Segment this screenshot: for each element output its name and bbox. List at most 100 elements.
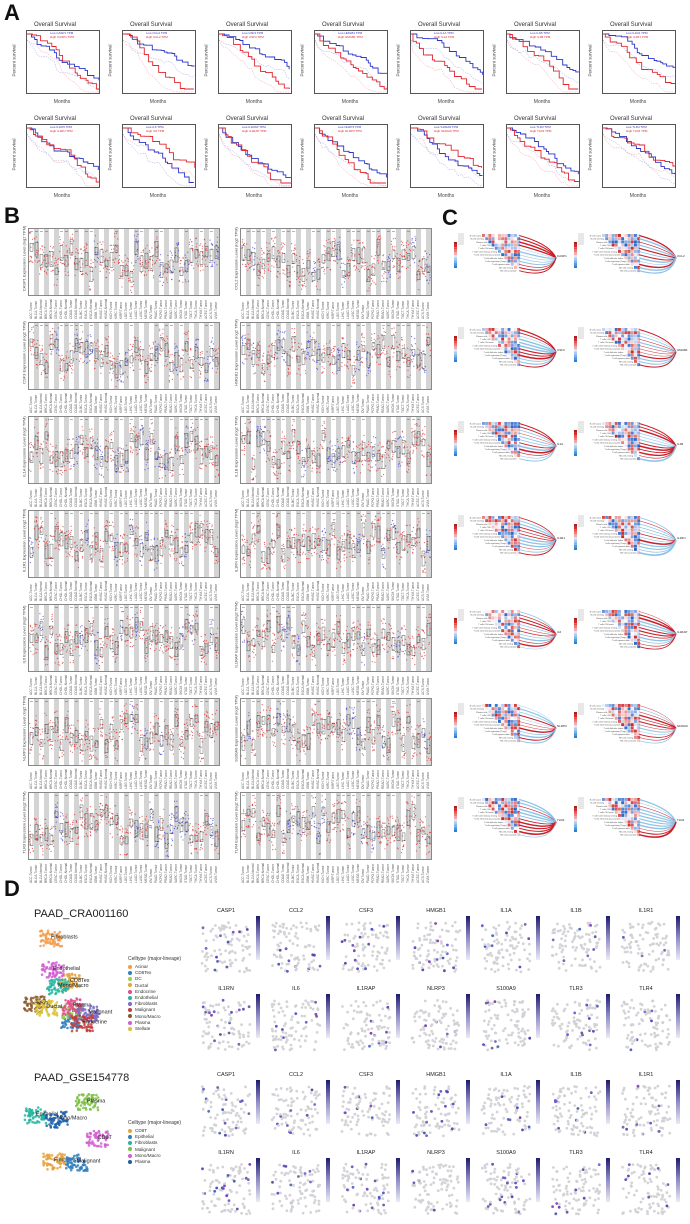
svg-text:***: *** xyxy=(50,419,53,422)
x-tick-label: CHOL.Normal xyxy=(64,862,68,883)
expression-x-ticks: ACC.Tumor BLCA.Tumor BLCA.Normal BRCA.Tumor… xyxy=(28,860,218,884)
survival-curves xyxy=(411,127,483,187)
x-tick-label: LUAD.Tumor xyxy=(134,864,138,883)
x-tick-label: ESCA.Normal xyxy=(89,863,93,883)
x-tick-label: HNSC.Normal xyxy=(316,298,320,319)
survival-legend: Low IL1B TPM High IL1B TPM xyxy=(530,31,576,39)
x-tick-label: HNSC.Tumor xyxy=(99,769,103,789)
confidence-band xyxy=(27,39,99,92)
x-tick-label: KIRC.Tumor xyxy=(114,865,118,883)
x-tick-label: GBM.Tumor xyxy=(94,771,98,789)
survival-curves xyxy=(315,33,387,93)
legend-label: Plasma xyxy=(135,1159,151,1164)
x-tick-label: CESC.Tumor xyxy=(54,864,58,883)
feature-plot-title: HMGB1 xyxy=(426,1072,446,1078)
x-tick-label: ESCA.Normal xyxy=(301,581,305,601)
svg-text:***: *** xyxy=(362,325,365,328)
x-tick-label: KIRC.Tumor xyxy=(114,395,118,413)
expression-plot-area: *** *** *** *** *** *** *** *** *** *** *** *** *** *… xyxy=(28,228,220,296)
x-tick-label: THCA.Tumor xyxy=(194,394,198,413)
x-tick-label: ACC.Tumor xyxy=(29,396,33,413)
survival-legend: Low NLRP3 TPM High NLRP3 TPM xyxy=(338,125,384,133)
x-tick-label: SARC.Tumor xyxy=(386,582,390,601)
feature-colorbar xyxy=(396,916,400,960)
feature-plot-title: TLR3 xyxy=(569,1150,583,1156)
legend-label: DC xyxy=(135,976,142,982)
x-tick-label: BRCA.Tumor xyxy=(256,582,260,601)
feature-plot: HMGB1 xyxy=(406,908,476,982)
x-tick-label: LGG.Tumor xyxy=(336,866,340,883)
x-tick-label: BRCA.Normal xyxy=(49,862,53,883)
confidence-band xyxy=(219,133,291,187)
x-tick-label: PAAD.Tumor xyxy=(366,300,370,319)
svg-text:***: *** xyxy=(332,419,335,422)
x-tick-label: THCA.Tumor xyxy=(194,770,198,789)
boxplot-marks: *** *** *** *** *** *** *** *** *** *** *** *** *** *… xyxy=(29,605,219,671)
legend-item: DC xyxy=(128,976,142,981)
feature-plot: TLR3 xyxy=(546,986,616,1060)
legend-high: High HMGB1 TPM xyxy=(338,34,363,39)
x-tick-label: UCS.Tumor xyxy=(209,584,213,601)
legend-low: Low TLR4 TPM xyxy=(626,125,647,129)
svg-text:***: *** xyxy=(105,325,108,328)
svg-text:***: *** xyxy=(357,231,360,234)
x-tick-label: ACC.Tumor xyxy=(29,490,33,507)
feature-umap xyxy=(271,921,322,973)
x-tick-label: THYM.Tumor xyxy=(411,581,415,601)
x-tick-label: DLBC.Tumor xyxy=(291,488,295,507)
x-tick-label: OV.Tumor xyxy=(149,774,153,789)
feature-colorbar xyxy=(326,994,330,1038)
svg-text:***: *** xyxy=(387,231,390,234)
x-tick-label: COAD.Tumor xyxy=(281,863,285,883)
x-tick-label: CHOL.Tumor xyxy=(271,394,275,413)
x-tick-label: PCPG.Tumor xyxy=(371,675,375,695)
feature-plot-title: TLR4 xyxy=(639,986,653,992)
x-tick-label: LUSC.Tumor xyxy=(139,676,143,695)
x-tick-label: DLBC.Tumor xyxy=(291,770,295,789)
x-tick-label: OV.Tumor xyxy=(149,398,153,413)
feature-plot-title: IL1A xyxy=(500,908,512,914)
panel-label-b: B xyxy=(4,203,20,228)
x-tick-label: THCA.Tumor xyxy=(194,864,198,883)
low-expression-curve xyxy=(315,33,387,74)
x-tick-label: TGCT.Tumor xyxy=(401,676,405,695)
x-tick-label: UCEC.Tumor xyxy=(416,393,420,413)
legend-title: Celltype (major-lineage) xyxy=(128,956,182,962)
survival-x-label: Months xyxy=(437,99,455,105)
svg-text:***: *** xyxy=(247,325,250,328)
svg-text:***: *** xyxy=(352,419,355,422)
svg-text:***: *** xyxy=(282,231,285,234)
confidence-band xyxy=(123,133,194,187)
x-tick-label: LIHC.Tumor xyxy=(341,301,345,319)
x-tick-label: LUAD.Tumor xyxy=(346,770,350,789)
x-tick-label: UVM.Tumor xyxy=(214,583,218,601)
x-tick-label: UCEC.Tumor xyxy=(416,769,420,789)
x-tick-label: HNSC.Normal xyxy=(104,298,108,319)
x-tick-label: DLBC.Tumor xyxy=(79,864,83,883)
x-tick-label: DLBC.Tumor xyxy=(291,300,295,319)
x-tick-label: GBM.Tumor xyxy=(94,395,98,413)
x-tick-label: MESO.Tumor xyxy=(144,675,148,695)
x-tick-label: THCA.Tumor xyxy=(194,488,198,507)
svg-text:***: *** xyxy=(357,325,360,328)
survival-y-label: Percent survival xyxy=(11,138,17,171)
svg-text:***: *** xyxy=(70,325,73,328)
confidence-band xyxy=(507,133,579,187)
x-tick-label: PCPG.Tumor xyxy=(371,487,375,507)
svg-text:***: *** xyxy=(85,419,88,422)
expression-y-label: IL1B Expression Level (log2 TPM) xyxy=(233,416,239,477)
svg-text:***: *** xyxy=(210,231,213,234)
x-tick-label: UCEC.Tumor xyxy=(416,863,420,883)
correlation-plot: B cells naive B cells memory Plasma cells T… xyxy=(572,510,690,600)
svg-text:***: *** xyxy=(190,419,193,422)
svg-text:***: *** xyxy=(292,231,295,234)
x-tick-label: BLCA.Tumor xyxy=(34,864,38,883)
svg-text:***: *** xyxy=(417,419,420,422)
survival-plot-frame xyxy=(410,30,484,94)
x-tick-label: OV.Tumor xyxy=(149,680,153,695)
legend-label: Endocrine xyxy=(135,988,156,994)
x-tick-label: BRCA.Tumor xyxy=(256,488,260,507)
x-tick-label: TGCT.Tumor xyxy=(401,770,405,789)
legend-high: High CSF3 TPM xyxy=(242,34,264,39)
